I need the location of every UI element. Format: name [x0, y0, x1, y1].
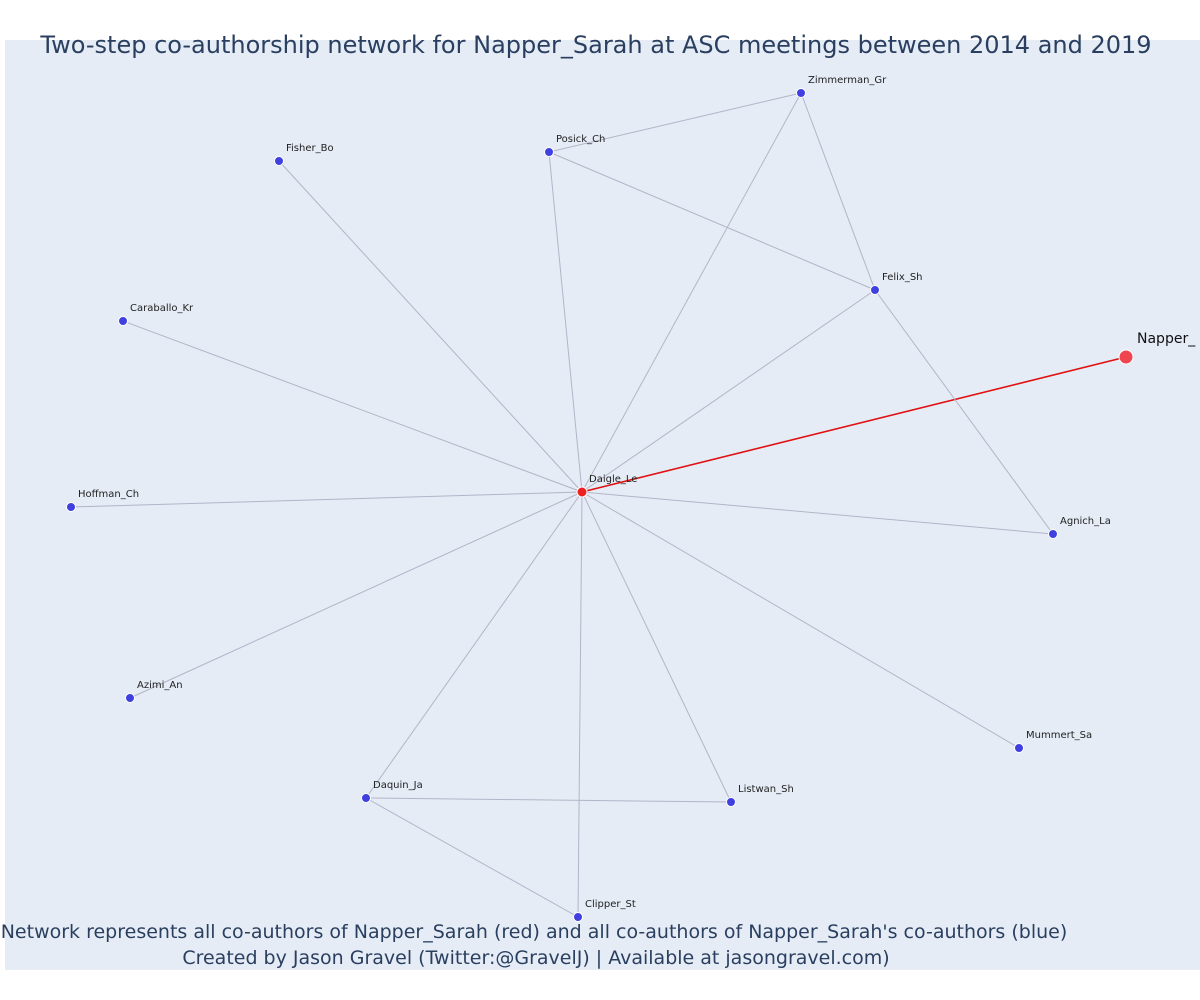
edge-daigle-daquin	[365, 491, 583, 799]
edge-daigle-hoffman	[70, 491, 583, 508]
node-label-fisher: Fisher_Bo	[286, 143, 334, 154]
node-label-azimi: Azimi_An	[137, 680, 183, 691]
edge-daigle-mummert	[581, 491, 1020, 749]
node-label-daquin: Daquin_Ja	[373, 780, 423, 791]
edge-daigle-clipper	[577, 491, 583, 918]
node-label-clipper: Clipper_St	[585, 899, 636, 910]
nodes-layer: Napper_ Daigle_Le Zimmerman_Gr Posick_Ch Fis…	[66, 75, 1196, 922]
node-napper[interactable]	[1118, 349, 1134, 365]
node-label-zimmerman: Zimmerman_Gr	[808, 75, 887, 86]
node-daquin[interactable]	[361, 793, 371, 803]
node-felix[interactable]	[870, 285, 880, 295]
edge-daigle-napper	[581, 356, 1127, 493]
node-mummert[interactable]	[1014, 743, 1024, 753]
node-listwan[interactable]	[726, 797, 736, 807]
edge-daigle-azimi	[129, 491, 583, 699]
caption-line-2: Created by Jason Gravel (Twitter:@Gravel…	[182, 947, 889, 969]
node-zimmerman[interactable]	[796, 88, 806, 98]
edge-daquin-clipper	[365, 797, 579, 918]
node-hoffman[interactable]	[66, 502, 76, 512]
node-fisher[interactable]	[274, 156, 284, 166]
node-label-agnich: Agnich_La	[1060, 516, 1111, 527]
node-agnich[interactable]	[1048, 529, 1058, 539]
node-posick[interactable]	[544, 147, 554, 157]
edge-posick-zimmerman	[548, 92, 802, 153]
edge-daigle-agnich	[581, 491, 1054, 535]
edge-zimmerman-felix	[800, 92, 876, 291]
node-label-caraballo: Caraballo_Kr	[130, 303, 194, 314]
edge-daigle-caraballo	[122, 320, 583, 493]
edge-posick-felix	[548, 151, 876, 291]
node-daigle[interactable]	[576, 486, 588, 498]
node-caraballo[interactable]	[118, 316, 128, 326]
caption-line-1: Network represents all co-authors of Nap…	[1, 921, 1068, 943]
node-label-listwan: Listwan_Sh	[738, 784, 794, 795]
node-label-napper: Napper_	[1137, 331, 1196, 347]
edge-daigle-posick	[548, 151, 583, 493]
node-label-mummert: Mummert_Sa	[1026, 730, 1092, 741]
edge-daquin-listwan	[365, 797, 732, 803]
node-clipper[interactable]	[573, 912, 583, 922]
edge-daigle-fisher	[278, 160, 583, 493]
edge-daigle-felix	[581, 289, 876, 493]
node-label-felix: Felix_Sh	[882, 272, 923, 283]
node-label-hoffman: Hoffman_Ch	[78, 489, 139, 500]
node-label-posick: Posick_Ch	[556, 134, 605, 145]
edges-layer	[70, 92, 1127, 918]
edge-felix-agnich	[874, 289, 1054, 535]
plot-background	[5, 40, 1200, 970]
node-label-daigle: Daigle_Le	[589, 474, 637, 485]
chart-title: Two-step co-authorship network for Nappe…	[39, 31, 1151, 59]
edge-daigle-zimmerman	[581, 92, 802, 493]
edge-daigle-listwan	[581, 491, 732, 803]
node-azimi[interactable]	[125, 693, 135, 703]
